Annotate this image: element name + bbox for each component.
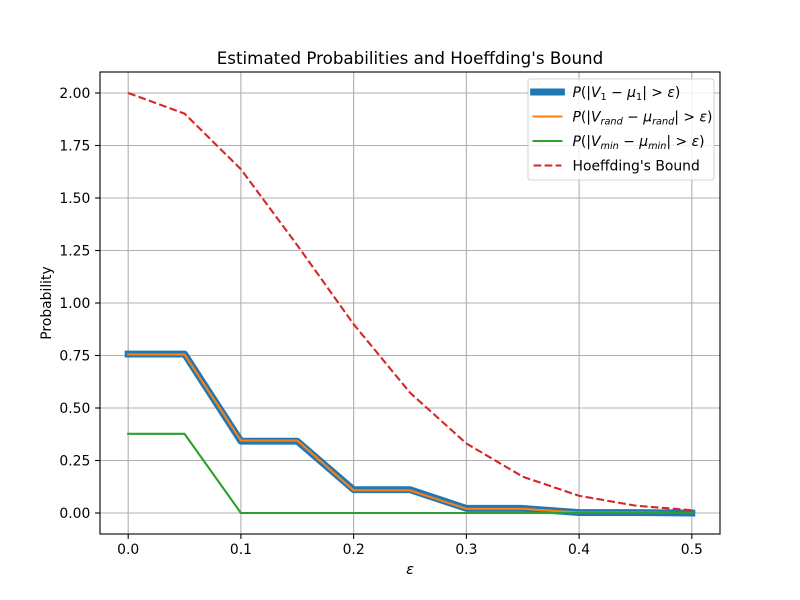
legend-label-run: ) [699, 134, 704, 150]
legend-label-subscript: 1 [601, 92, 607, 103]
x-tick-label: 0.5 [681, 542, 703, 558]
legend-label-run: V [591, 85, 602, 101]
legend-label-run: ε [667, 85, 675, 101]
legend-label-run: (| [581, 134, 591, 150]
y-tick-label: 2.00 [59, 86, 90, 102]
legend-box [527, 78, 715, 181]
legend-label-run: | > [674, 110, 699, 126]
legend-entry: P(|Vmin − μmin| > ε) [532, 134, 705, 152]
legend-label-run: V [591, 134, 602, 150]
y-tick-label: 1.00 [59, 296, 90, 312]
y-tick-label: 1.75 [59, 139, 90, 155]
legend-label-subscript: min [601, 141, 619, 152]
legend-label-subscript: rand [601, 117, 624, 128]
chart-title: Estimated Probabilities and Hoeffding's … [217, 48, 603, 68]
legend-label-run: μ [642, 110, 652, 126]
legend: P(|V1 − μ1| > ε)P(|Vrand − μrand| > ε)P(… [527, 78, 715, 181]
x-tick-label: 0.2 [343, 542, 365, 558]
legend-label-run: ε [692, 134, 700, 150]
legend-label: Hoeffding's Bound [573, 159, 700, 175]
legend-label-subscript: rand [652, 117, 675, 128]
legend-label-run: − [619, 134, 639, 150]
legend-label-run: μ [626, 85, 636, 101]
legend-label-subscript: 1 [636, 92, 642, 103]
x-tick-label: 0.4 [568, 542, 590, 558]
legend-label-run: − [607, 85, 627, 101]
legend-label: P(|Vrand − μrand| > ε) [573, 110, 713, 128]
legend-label: P(|V1 − μ1| > ε) [573, 85, 681, 103]
legend-label-run: ) [707, 110, 712, 126]
y-tick-label: 0.00 [59, 506, 90, 522]
x-tick-label: 0.1 [230, 542, 252, 558]
legend-label-run: P [573, 85, 582, 101]
legend-label-run: μ [638, 134, 648, 150]
legend-label-run: ) [675, 85, 680, 101]
x-tick-label: 0.0 [117, 542, 139, 558]
legend-label-run: | > [642, 85, 667, 101]
legend-label-run: V [591, 110, 602, 126]
y-tick-label: 0.50 [59, 401, 90, 417]
x-axis-label: ε [406, 562, 414, 578]
x-tick-label: 0.3 [455, 542, 477, 558]
legend-label-run: | > [666, 134, 691, 150]
legend-entry: Hoeffding's Bound [533, 159, 700, 175]
series-lines [124, 92, 696, 517]
y-axis: 0.00 0.25 0.50 0.75 1.00 1.25 1.50 1.75 2.00 [59, 86, 100, 522]
legend-label-run: P [573, 134, 582, 150]
legend-label-run: ε [699, 110, 707, 126]
y-axis-label: Probability [39, 266, 55, 339]
y-tick-label: 0.25 [59, 454, 90, 470]
y-tick-label: 1.50 [59, 191, 90, 207]
legend-label-run: − [623, 110, 643, 126]
legend-entry: P(|Vrand − μrand| > ε) [532, 110, 713, 128]
vmin-deviation-probability-line [127, 432, 693, 515]
legend-label-run: P [573, 110, 582, 126]
legend-label-run: (| [581, 110, 591, 126]
legend-label-run: (| [581, 85, 591, 101]
legend-label-subscript: min [648, 141, 666, 152]
legend-entry: P(|V1 − μ1| > ε) [530, 85, 681, 103]
hoeffding-bound-line [127, 92, 692, 512]
y-tick-label: 0.75 [59, 349, 90, 365]
legend-label: P(|Vmin − μmin| > ε) [573, 134, 705, 152]
y-tick-label: 1.25 [59, 244, 90, 260]
x-axis: 0.0 0.1 0.2 0.3 0.4 0.5 [117, 534, 703, 558]
